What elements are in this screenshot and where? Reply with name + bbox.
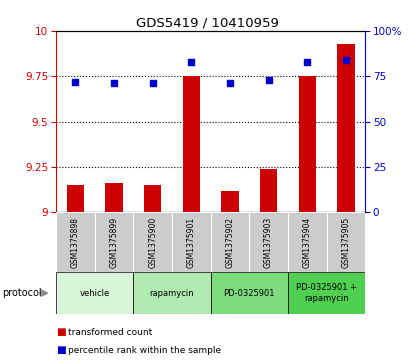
Point xyxy=(111,81,117,86)
Bar xyxy=(133,272,210,314)
Bar xyxy=(288,272,365,314)
Text: GSM1375905: GSM1375905 xyxy=(342,217,350,268)
Bar xyxy=(56,212,95,272)
Text: PD-0325901 +
rapamycin: PD-0325901 + rapamycin xyxy=(296,284,357,303)
Bar xyxy=(298,76,316,212)
Point xyxy=(227,81,233,86)
Text: GSM1375898: GSM1375898 xyxy=(71,217,80,268)
Text: ■: ■ xyxy=(56,345,66,355)
Text: GSM1375902: GSM1375902 xyxy=(225,217,234,268)
Point xyxy=(72,79,79,85)
Bar xyxy=(210,272,288,314)
Point xyxy=(149,81,156,86)
Bar xyxy=(260,169,277,212)
Bar xyxy=(144,185,161,212)
Bar xyxy=(95,212,133,272)
Bar xyxy=(327,212,365,272)
Bar xyxy=(56,272,133,314)
Text: protocol: protocol xyxy=(2,288,42,298)
Text: GSM1375899: GSM1375899 xyxy=(110,217,119,268)
Point xyxy=(265,77,272,83)
Bar xyxy=(67,185,84,212)
Text: percentile rank within the sample: percentile rank within the sample xyxy=(68,346,222,355)
Point xyxy=(342,57,349,63)
Text: GSM1375904: GSM1375904 xyxy=(303,217,312,268)
Text: ■: ■ xyxy=(56,327,66,337)
Bar xyxy=(172,212,210,272)
Text: vehicle: vehicle xyxy=(80,289,110,298)
Bar xyxy=(210,212,249,272)
Text: rapamycin: rapamycin xyxy=(150,289,194,298)
Bar xyxy=(221,191,239,212)
Text: transformed count: transformed count xyxy=(68,328,153,337)
Bar xyxy=(249,212,288,272)
Text: GSM1375901: GSM1375901 xyxy=(187,217,196,268)
Point xyxy=(304,59,310,65)
Text: GSM1375903: GSM1375903 xyxy=(264,217,273,268)
Text: PD-0325901: PD-0325901 xyxy=(224,289,275,298)
Bar xyxy=(105,183,123,212)
Text: GSM1375900: GSM1375900 xyxy=(148,217,157,268)
Bar xyxy=(288,212,327,272)
Bar xyxy=(337,44,354,212)
Bar xyxy=(133,212,172,272)
Point xyxy=(188,59,195,65)
Bar xyxy=(183,76,200,212)
Text: GDS5419 / 10410959: GDS5419 / 10410959 xyxy=(136,16,279,29)
